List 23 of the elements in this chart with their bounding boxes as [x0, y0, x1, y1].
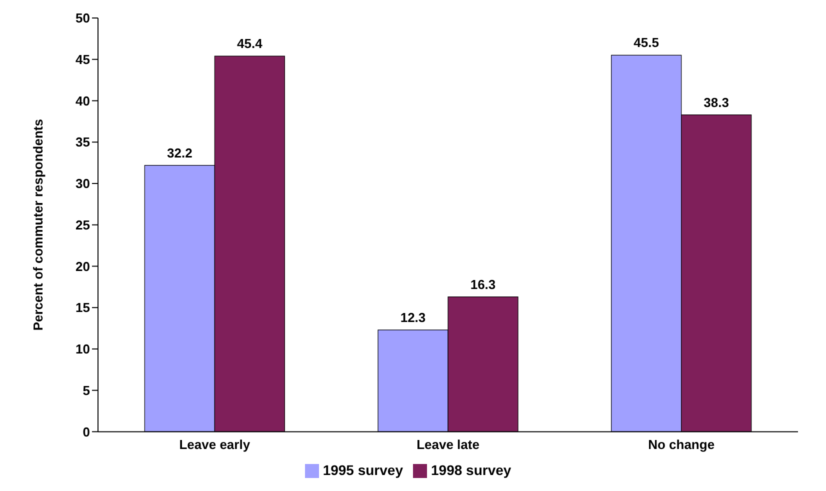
- y-tick-label: 20: [76, 258, 90, 274]
- y-tick-label: 30: [76, 176, 90, 192]
- x-tick-label: Leave late: [416, 436, 480, 452]
- data-label: 45.4: [237, 36, 264, 52]
- y-axis-title: Percent of commuter respondents: [30, 119, 46, 331]
- y-tick-label: 10: [76, 342, 90, 357]
- data-label: 45.5: [634, 35, 659, 50]
- y-tick-label: 35: [76, 134, 90, 150]
- y-tick-label: 50: [76, 10, 90, 26]
- y-tick-label: 25: [76, 217, 90, 232]
- data-label: 12.3: [400, 310, 426, 325]
- legend-label: 1995 survey: [322, 462, 403, 478]
- data-label: 16.3: [470, 276, 496, 292]
- y-tick-label: 0: [82, 424, 90, 440]
- y-tick-label: 15: [76, 300, 90, 316]
- y-tick-label: 40: [76, 93, 90, 108]
- legend-label: 1998 survey: [431, 462, 512, 478]
- data-label: 38.3: [704, 94, 729, 110]
- x-tick-label: No change: [648, 436, 715, 452]
- y-tick-label: 5: [82, 382, 90, 398]
- data-label: 32.2: [167, 145, 192, 160]
- y-tick-label: 45: [76, 52, 90, 67]
- x-tick-label: Leave early: [179, 436, 251, 452]
